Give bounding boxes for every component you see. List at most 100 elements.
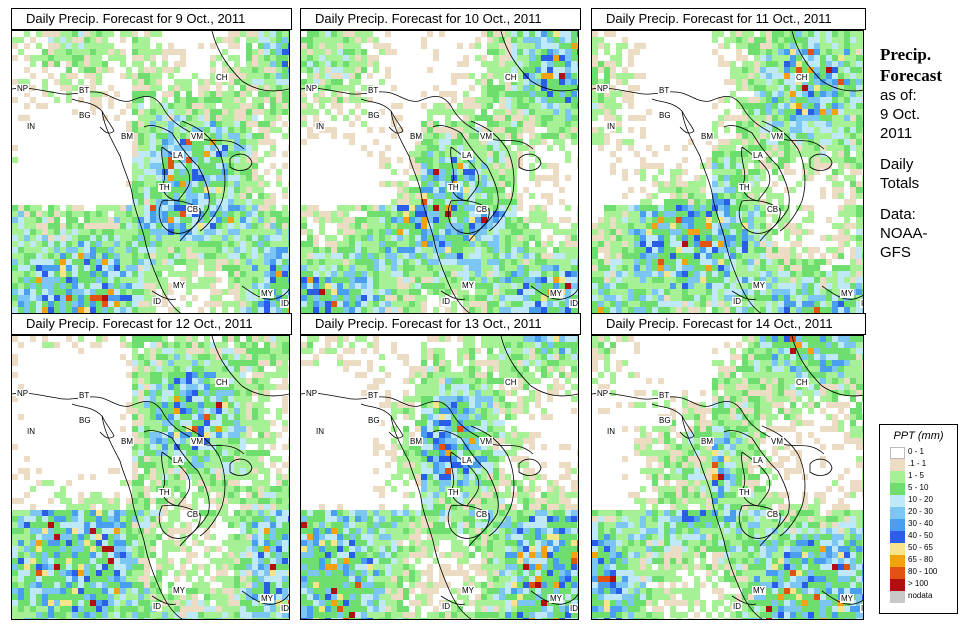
country-label-bg: BG	[367, 416, 381, 425]
country-label-ch: CH	[504, 73, 518, 82]
country-label-vm: VM	[190, 437, 204, 446]
country-label-la: LA	[752, 151, 764, 160]
country-label-id-east: ID	[569, 604, 578, 613]
country-label-id: ID	[732, 297, 742, 306]
panel-title: Daily Precip. Forecast for 13 Oct., 2011	[300, 313, 581, 335]
panel-title: Daily Precip. Forecast for 9 Oct., 2011	[11, 8, 292, 30]
precip-legend: PPT (mm) 0 - 1 .1 - 1 1 - 5 5 - 10 10 - 20 20…	[879, 424, 958, 614]
country-label-bt: BT	[78, 86, 91, 95]
country-label-my: MY	[461, 586, 475, 595]
legend-swatch	[890, 519, 905, 531]
legend-row: 1 - 5	[880, 470, 957, 483]
data-label-3: GFS	[880, 244, 911, 261]
legend-label: nodata	[908, 591, 933, 600]
precip-map-graphic	[12, 336, 289, 619]
country-label-my-east: MY	[549, 594, 563, 603]
panel-title: Daily Precip. Forecast for 11 Oct., 2011	[591, 8, 866, 30]
legend-row: > 100	[880, 578, 957, 591]
country-label-bg: BG	[658, 416, 672, 425]
country-label-np: NP	[16, 389, 30, 398]
country-label-bg: BG	[367, 111, 381, 120]
legend-row: 65 - 80	[880, 554, 957, 567]
precip-map-graphic	[592, 336, 863, 619]
legend-label: > 100	[908, 579, 929, 588]
precip-cells	[12, 31, 289, 314]
country-label-bm: BM	[120, 132, 134, 141]
country-label-bg: BG	[78, 111, 92, 120]
asof-date-1: 9 Oct.	[880, 106, 921, 123]
legend-swatch	[890, 555, 905, 567]
legend-swatch	[890, 567, 905, 579]
country-label-np: NP	[596, 389, 610, 398]
country-label-bt: BT	[658, 86, 671, 95]
country-label-id-east: ID	[569, 299, 578, 308]
legend-title: PPT (mm)	[893, 430, 944, 442]
country-label-id: ID	[152, 297, 162, 306]
country-label-in: IN	[26, 427, 36, 436]
country-label-cb: CB	[186, 510, 200, 519]
legend-row: 10 - 20	[880, 494, 957, 507]
asof-date-2: 2011	[880, 125, 913, 142]
country-label-th: TH	[158, 183, 171, 192]
country-label-bt: BT	[78, 391, 91, 400]
country-label-vm: VM	[770, 437, 784, 446]
country-label-bm: BM	[120, 437, 134, 446]
panel-title: Daily Precip. Forecast for 14 Oct., 2011	[591, 313, 866, 335]
country-label-my: MY	[172, 281, 186, 290]
country-label-my-east: MY	[840, 289, 854, 298]
country-label-my: MY	[172, 586, 186, 595]
country-label-my-east: MY	[840, 594, 854, 603]
country-label-my: MY	[752, 586, 766, 595]
legend-label: 65 - 80	[908, 555, 933, 564]
legend-swatch	[890, 495, 905, 507]
country-label-cb: CB	[186, 205, 200, 214]
legend-label: 50 - 65	[908, 543, 933, 552]
country-label-th: TH	[738, 488, 751, 497]
country-borders	[12, 336, 289, 619]
country-label-th: TH	[447, 488, 460, 497]
legend-row: .1 - 1	[880, 458, 957, 471]
precip-map: CH NP BT BG IN BM VM LA TH CB MY ID MY I…	[11, 30, 290, 315]
country-label-la: LA	[172, 456, 184, 465]
country-label-id: ID	[152, 602, 162, 611]
country-label-cb: CB	[475, 510, 489, 519]
panel-title: Daily Precip. Forecast for 10 Oct., 2011	[300, 8, 581, 30]
country-label-my: MY	[752, 281, 766, 290]
legend-swatch	[890, 591, 905, 603]
legend-swatch	[890, 579, 905, 591]
country-label-id-east: ID	[860, 299, 863, 308]
country-label-np: NP	[305, 389, 319, 398]
country-label-in: IN	[606, 427, 616, 436]
daily-label-2: Totals	[880, 175, 920, 192]
country-label-la: LA	[461, 151, 473, 160]
legend-swatch	[890, 471, 905, 483]
legend-row: 30 - 40	[880, 518, 957, 531]
legend-label: 80 - 100	[908, 567, 938, 576]
country-label-np: NP	[305, 84, 319, 93]
country-label-id: ID	[732, 602, 742, 611]
country-borders	[301, 336, 578, 619]
country-label-bg: BG	[658, 111, 672, 120]
legend-row: 5 - 10	[880, 482, 957, 495]
legend-row: 20 - 30	[880, 506, 957, 519]
legend-swatch	[890, 543, 905, 555]
legend-swatch	[890, 483, 905, 495]
country-label-bm: BM	[700, 132, 714, 141]
info-heading-1: Precip.	[880, 45, 932, 64]
country-label-in: IN	[315, 427, 325, 436]
legend-label: 1 - 5	[908, 471, 925, 480]
country-label-my-east: MY	[260, 594, 274, 603]
precip-map-graphic	[12, 31, 289, 314]
legend-row: nodata	[880, 590, 957, 603]
legend-swatch	[890, 507, 905, 519]
precip-cells	[12, 336, 289, 619]
country-label-cb: CB	[766, 510, 780, 519]
legend-swatch	[890, 531, 905, 543]
legend-swatch	[890, 459, 905, 471]
country-label-id: ID	[441, 602, 451, 611]
country-label-bt: BT	[658, 391, 671, 400]
country-borders	[592, 336, 863, 619]
country-label-my-east: MY	[549, 289, 563, 298]
country-label-bt: BT	[367, 86, 380, 95]
country-label-vm: VM	[479, 132, 493, 141]
